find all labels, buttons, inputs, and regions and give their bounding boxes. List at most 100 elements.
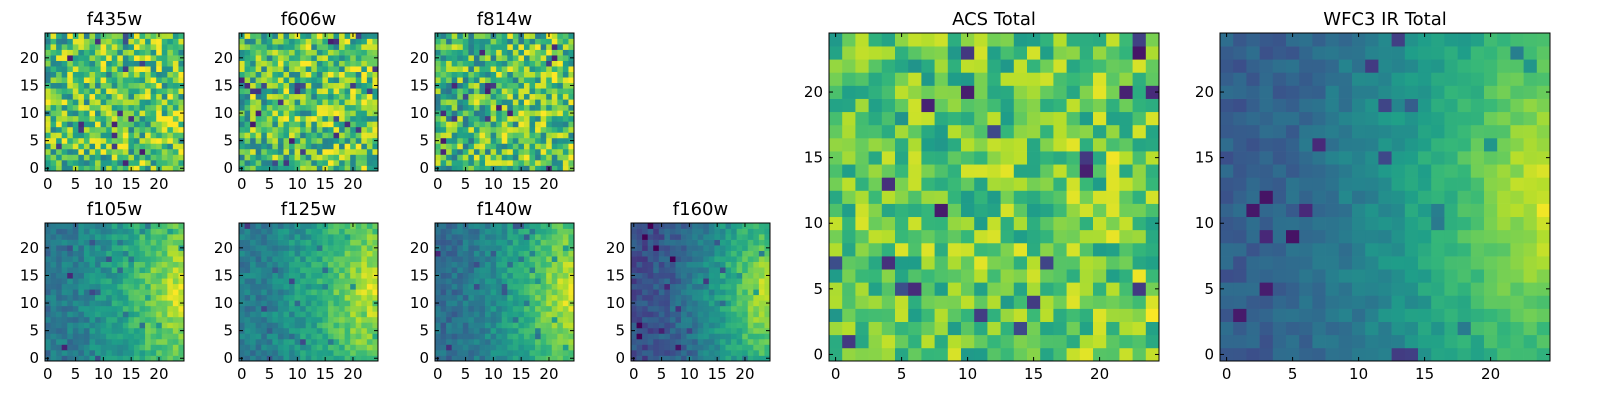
heatmap-cell bbox=[45, 338, 51, 345]
heatmap-cell bbox=[1145, 229, 1160, 244]
heatmap-cell bbox=[855, 295, 869, 309]
heatmap-cell bbox=[669, 349, 676, 356]
heatmap-cell bbox=[1013, 269, 1028, 283]
heatmap-cell bbox=[501, 239, 508, 246]
heatmap-cell bbox=[277, 327, 284, 334]
heatmap-cell bbox=[557, 338, 564, 345]
heatmap-cell bbox=[457, 55, 464, 61]
heatmap-cell bbox=[485, 267, 491, 274]
heatmap-cell bbox=[327, 344, 334, 351]
heatmap-cell bbox=[178, 33, 185, 39]
heatmap-cell bbox=[316, 88, 323, 95]
heatmap-cell bbox=[150, 60, 157, 67]
heatmap-cell bbox=[78, 66, 85, 72]
heatmap-cell bbox=[261, 223, 268, 229]
heatmap-cell bbox=[45, 256, 51, 262]
heatmap-cell bbox=[523, 93, 530, 100]
heatmap-cell bbox=[703, 278, 710, 285]
heatmap-cell bbox=[535, 159, 541, 166]
heatmap-cell bbox=[255, 121, 262, 128]
heatmap-cell bbox=[736, 223, 743, 229]
heatmap-cell bbox=[361, 33, 368, 39]
heatmap-cell bbox=[675, 256, 682, 262]
heatmap-cell bbox=[540, 300, 547, 307]
heatmap-cell bbox=[681, 333, 687, 340]
heatmap-cell bbox=[473, 143, 480, 150]
heatmap-cell bbox=[747, 283, 754, 290]
y-tick-label: 5 bbox=[223, 132, 233, 150]
heatmap-cell bbox=[239, 60, 245, 67]
heatmap-cell bbox=[145, 245, 151, 251]
heatmap-cell bbox=[95, 272, 101, 279]
heatmap-cell bbox=[95, 256, 101, 262]
heatmap-cell bbox=[316, 33, 323, 39]
heatmap-cell bbox=[562, 88, 569, 95]
heatmap-cell bbox=[540, 115, 547, 122]
heatmap-cell bbox=[764, 311, 771, 318]
heatmap-cell bbox=[440, 44, 447, 50]
heatmap-cell bbox=[501, 121, 508, 128]
heatmap-cell bbox=[546, 250, 553, 257]
heatmap-cell bbox=[250, 60, 257, 67]
heatmap-cell bbox=[161, 355, 168, 362]
heatmap-cell bbox=[106, 93, 113, 100]
heatmap-cell bbox=[45, 99, 51, 106]
heatmap-cell bbox=[518, 322, 525, 329]
heatmap-cell bbox=[664, 250, 671, 257]
heatmap-cell bbox=[714, 267, 721, 274]
heatmap-cell bbox=[350, 60, 357, 67]
heatmap-cell bbox=[435, 250, 441, 257]
heatmap-cell bbox=[642, 267, 649, 274]
heatmap-cell bbox=[45, 294, 51, 301]
heatmap-cell bbox=[642, 344, 649, 351]
heatmap-cell bbox=[333, 294, 340, 301]
heatmap-cell bbox=[272, 110, 279, 117]
y-tick-label: 10 bbox=[606, 294, 625, 312]
heatmap-cell bbox=[468, 294, 475, 301]
heatmap-cell bbox=[485, 300, 491, 307]
heatmap-cell bbox=[100, 322, 107, 329]
heatmap-cell bbox=[305, 272, 312, 279]
heatmap-cell bbox=[372, 289, 379, 296]
heatmap-cell bbox=[485, 148, 491, 155]
heatmap-cell bbox=[1145, 347, 1160, 362]
heatmap-cell bbox=[546, 137, 553, 144]
heatmap-cell bbox=[67, 71, 74, 78]
heatmap-cell bbox=[322, 349, 329, 356]
heatmap-cell bbox=[842, 151, 856, 165]
heatmap-cell bbox=[501, 316, 508, 323]
heatmap-cell bbox=[78, 154, 85, 161]
heatmap-cell bbox=[535, 121, 541, 128]
heatmap-cell bbox=[111, 245, 118, 251]
heatmap-cell bbox=[468, 159, 475, 166]
heatmap-cell bbox=[294, 272, 301, 279]
heatmap-cell bbox=[172, 110, 179, 117]
heatmap-cell bbox=[921, 334, 935, 349]
heatmap-cell bbox=[540, 82, 547, 89]
heatmap-cell bbox=[675, 300, 682, 307]
heatmap-cell bbox=[117, 278, 124, 285]
heatmap-cell bbox=[250, 234, 257, 240]
heatmap-cell bbox=[366, 250, 373, 257]
heatmap-cell bbox=[829, 242, 843, 257]
heatmap-cell bbox=[512, 66, 519, 72]
heatmap-cell bbox=[557, 333, 564, 340]
heatmap-cell bbox=[277, 132, 284, 139]
heatmap-cell bbox=[300, 267, 307, 274]
heatmap-cell bbox=[529, 283, 536, 290]
heatmap-cell bbox=[462, 55, 469, 61]
heatmap-cell bbox=[167, 115, 174, 122]
heatmap-cell bbox=[150, 344, 157, 351]
heatmap-cell bbox=[496, 93, 503, 100]
heatmap-cell bbox=[111, 300, 118, 307]
heatmap-cell bbox=[355, 256, 362, 262]
heatmap-cell bbox=[435, 143, 441, 150]
heatmap-cell bbox=[100, 305, 107, 312]
heatmap-cell bbox=[1106, 347, 1120, 362]
heatmap-cell bbox=[266, 344, 273, 351]
heatmap-cell bbox=[156, 278, 163, 285]
heatmap-cell bbox=[172, 121, 179, 128]
heatmap-cell bbox=[167, 165, 174, 172]
heatmap-cell bbox=[1053, 269, 1067, 283]
heatmap-cell bbox=[67, 66, 74, 72]
